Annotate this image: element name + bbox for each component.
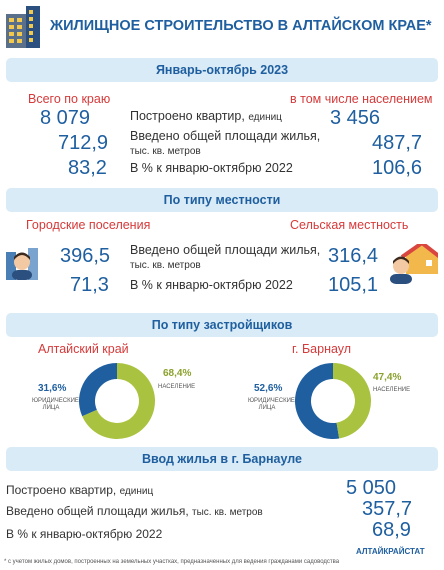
area-label: Введено общей площади жилья, тыс. кв. мет…	[130, 129, 321, 157]
left-donut-chart	[78, 362, 156, 440]
barnaul-area-label: Введено общей площади жилья, тыс. кв. ме…	[6, 504, 263, 518]
left-pop-label: НАСЕЛЕНИЕ	[158, 384, 196, 390]
rural-label: Сельская местность	[290, 218, 409, 232]
left-legal-label: ЮРИДИЧЕСКИЕ ЛИЦА	[32, 398, 79, 411]
right-donut-legal-segment	[295, 363, 340, 439]
left-donut-legal-segment	[79, 363, 117, 417]
urban-area-value: 396,5	[60, 245, 111, 267]
page-title: ЖИЛИЩНОЕ СТРОИТЕЛЬСТВО В АЛТАЙСКОМ КРАЕ*	[50, 18, 432, 34]
urban-label: Городские поселения	[26, 218, 151, 232]
section-header-period: Январь-октябрь 2023	[6, 58, 438, 82]
left-pop-pct: 68,4%	[163, 368, 192, 379]
right-donut-population-segment	[333, 363, 371, 439]
barnaul-percent-label: В % к январю-октябрю 2022	[6, 527, 163, 541]
village-person-icon	[388, 240, 442, 284]
building-icon	[6, 6, 40, 48]
section-header-developers: По типу застройщиков	[6, 313, 438, 337]
right-legal-pct: 52,6%	[254, 383, 283, 394]
locality-percent-label: В % к январю-октябрю 2022	[130, 278, 293, 292]
total-area-value: 712,9	[58, 132, 109, 154]
source-label: АЛТАЙКРАЙСТАТ	[356, 547, 425, 556]
rural-area-value: 316,4	[328, 245, 379, 267]
section-header-locality: По типу местности	[6, 188, 438, 212]
right-donut-chart	[294, 362, 372, 440]
barnaul-flats-value: 5 050	[346, 477, 397, 499]
right-pop-label: НАСЕЛЕНИЕ	[373, 387, 411, 393]
right-legal-label: ЮРИДИЧЕСКИЕ ЛИЦА	[248, 398, 295, 411]
right-column-label: в том числе населением	[290, 92, 433, 106]
flats-label: Построено квартир, единиц	[130, 109, 282, 123]
left-chart-title: Алтайский край	[38, 342, 129, 356]
right-chart-title: г. Барнаул	[292, 342, 352, 356]
population-flats-value: 3 456	[330, 107, 381, 129]
rural-percent-value: 105,1	[328, 274, 379, 296]
section-header-barnaul: Ввод жилья в г. Барнауле	[6, 447, 438, 471]
left-column-label: Всего по краю	[28, 92, 111, 106]
population-area-value: 487,7	[372, 132, 423, 154]
locality-area-label: Введено общей площади жилья, тыс. кв. мет…	[130, 243, 321, 271]
right-pop-pct: 47,4%	[373, 372, 402, 383]
urban-percent-value: 71,3	[70, 274, 109, 296]
left-donut-population-segment	[82, 363, 155, 439]
population-percent-value: 106,6	[372, 157, 423, 179]
percent-label: В % к январю-октябрю 2022	[130, 161, 293, 175]
total-flats-value: 8 079	[40, 107, 91, 129]
left-legal-pct: 31,6%	[38, 383, 67, 394]
total-percent-value: 83,2	[68, 157, 107, 179]
footnote: * с учетом жилых домов, построенных на з…	[4, 559, 340, 565]
barnaul-area-value: 357,7	[362, 498, 413, 520]
barnaul-percent-value: 68,9	[372, 519, 411, 541]
city-person-icon	[6, 246, 38, 280]
barnaul-flats-label: Построено квартир, единиц	[6, 483, 154, 497]
